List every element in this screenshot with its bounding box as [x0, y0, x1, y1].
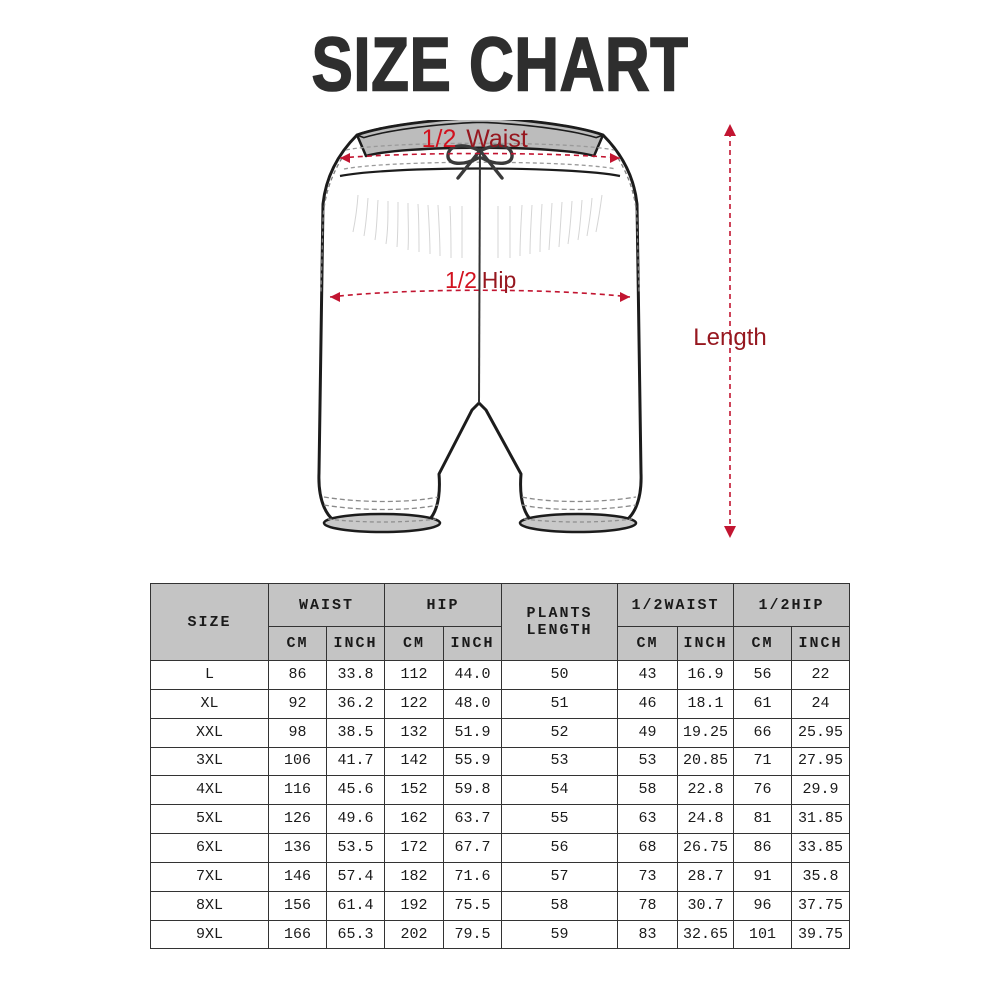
svg-text:1/2: 1/2	[422, 125, 457, 153]
svg-text:1/2: 1/2	[445, 267, 477, 293]
svg-text:Hip: Hip	[482, 267, 517, 293]
svg-text:Length: Length	[693, 324, 766, 351]
svg-text:Waist: Waist	[466, 125, 528, 153]
